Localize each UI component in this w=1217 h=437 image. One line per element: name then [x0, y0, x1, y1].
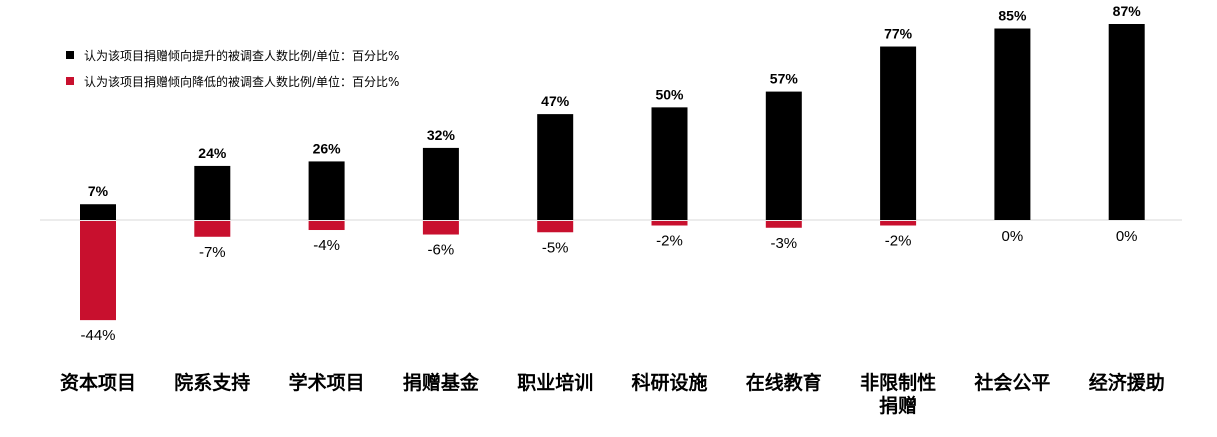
bar-increase [765, 91, 802, 220]
bar-decrease [308, 221, 345, 231]
data-label-decrease: -6% [428, 242, 455, 259]
bar-decrease [80, 221, 116, 321]
bar-decrease [537, 221, 574, 233]
bar-increase [80, 204, 116, 220]
bar-increase [994, 28, 1031, 220]
legend-swatch-decrease [66, 77, 74, 85]
legend: 认为该项目捐赠倾向提升的被调查人数比例/单位：百分比% 认为该项目捐赠倾向降低的… [66, 42, 399, 94]
data-label-decrease: -44% [80, 327, 115, 344]
x-tick-label: 院系支持 [174, 371, 250, 394]
data-label-increase: 57% [770, 71, 799, 87]
legend-swatch-increase [66, 51, 74, 59]
data-label-decrease: -7% [199, 244, 226, 261]
x-tick-label: 学术项目 [289, 371, 365, 394]
x-tick-label: 非限制性 [860, 371, 936, 394]
bar-decrease [194, 221, 231, 237]
data-label-increase: 77% [884, 26, 913, 42]
data-label-increase: 32% [427, 127, 456, 143]
x-tick-label: 捐赠基金 [403, 371, 480, 394]
bar-decrease [765, 221, 802, 228]
data-label-decrease: -5% [542, 239, 569, 256]
bar-increase [651, 107, 688, 220]
x-tick-label: 经济援助 [1089, 371, 1165, 394]
x-tick-label: 科研设施 [631, 371, 707, 394]
x-tick-label: 资本项目 [60, 371, 136, 394]
bar-decrease [880, 221, 917, 226]
data-label-increase: 85% [998, 8, 1027, 24]
legend-label-decrease: 认为该项目捐赠倾向降低的被调查人数比例/单位：百分比% [84, 74, 400, 89]
x-tick-label: 在线教育 [746, 371, 822, 394]
legend-item-increase: 认为该项目捐赠倾向提升的被调查人数比例/单位：百分比% [66, 42, 399, 68]
data-label-decrease: 0% [1002, 228, 1024, 245]
legend-label-increase: 认为该项目捐赠倾向提升的被调查人数比例/单位：百分比% [84, 48, 400, 63]
data-label-increase: 47% [541, 93, 570, 109]
legend-item-decrease: 认为该项目捐赠倾向降低的被调查人数比例/单位：百分比% [66, 68, 399, 94]
bar-decrease [651, 221, 688, 226]
data-label-increase: 7% [88, 183, 109, 199]
data-label-increase: 87% [1113, 3, 1142, 19]
bar-increase [1108, 24, 1145, 220]
bar-increase [194, 165, 231, 220]
data-label-increase: 26% [313, 140, 342, 156]
bar-increase [537, 114, 574, 220]
data-label-decrease: -2% [885, 233, 912, 250]
x-tick-label: 社会公平 [973, 371, 1050, 394]
data-label-decrease: -3% [770, 235, 797, 252]
data-label-increase: 50% [655, 86, 684, 102]
data-label-increase: 24% [198, 145, 227, 161]
bar-increase [308, 161, 345, 220]
bar-increase [880, 46, 917, 221]
x-tick-label: 捐赠 [879, 394, 917, 417]
data-label-decrease: 0% [1116, 228, 1138, 245]
bar-decrease [422, 221, 459, 235]
bar-increase [422, 147, 459, 220]
data-label-decrease: -4% [313, 237, 340, 254]
data-label-decrease: -2% [656, 233, 683, 250]
x-tick-label: 职业培训 [517, 371, 593, 394]
